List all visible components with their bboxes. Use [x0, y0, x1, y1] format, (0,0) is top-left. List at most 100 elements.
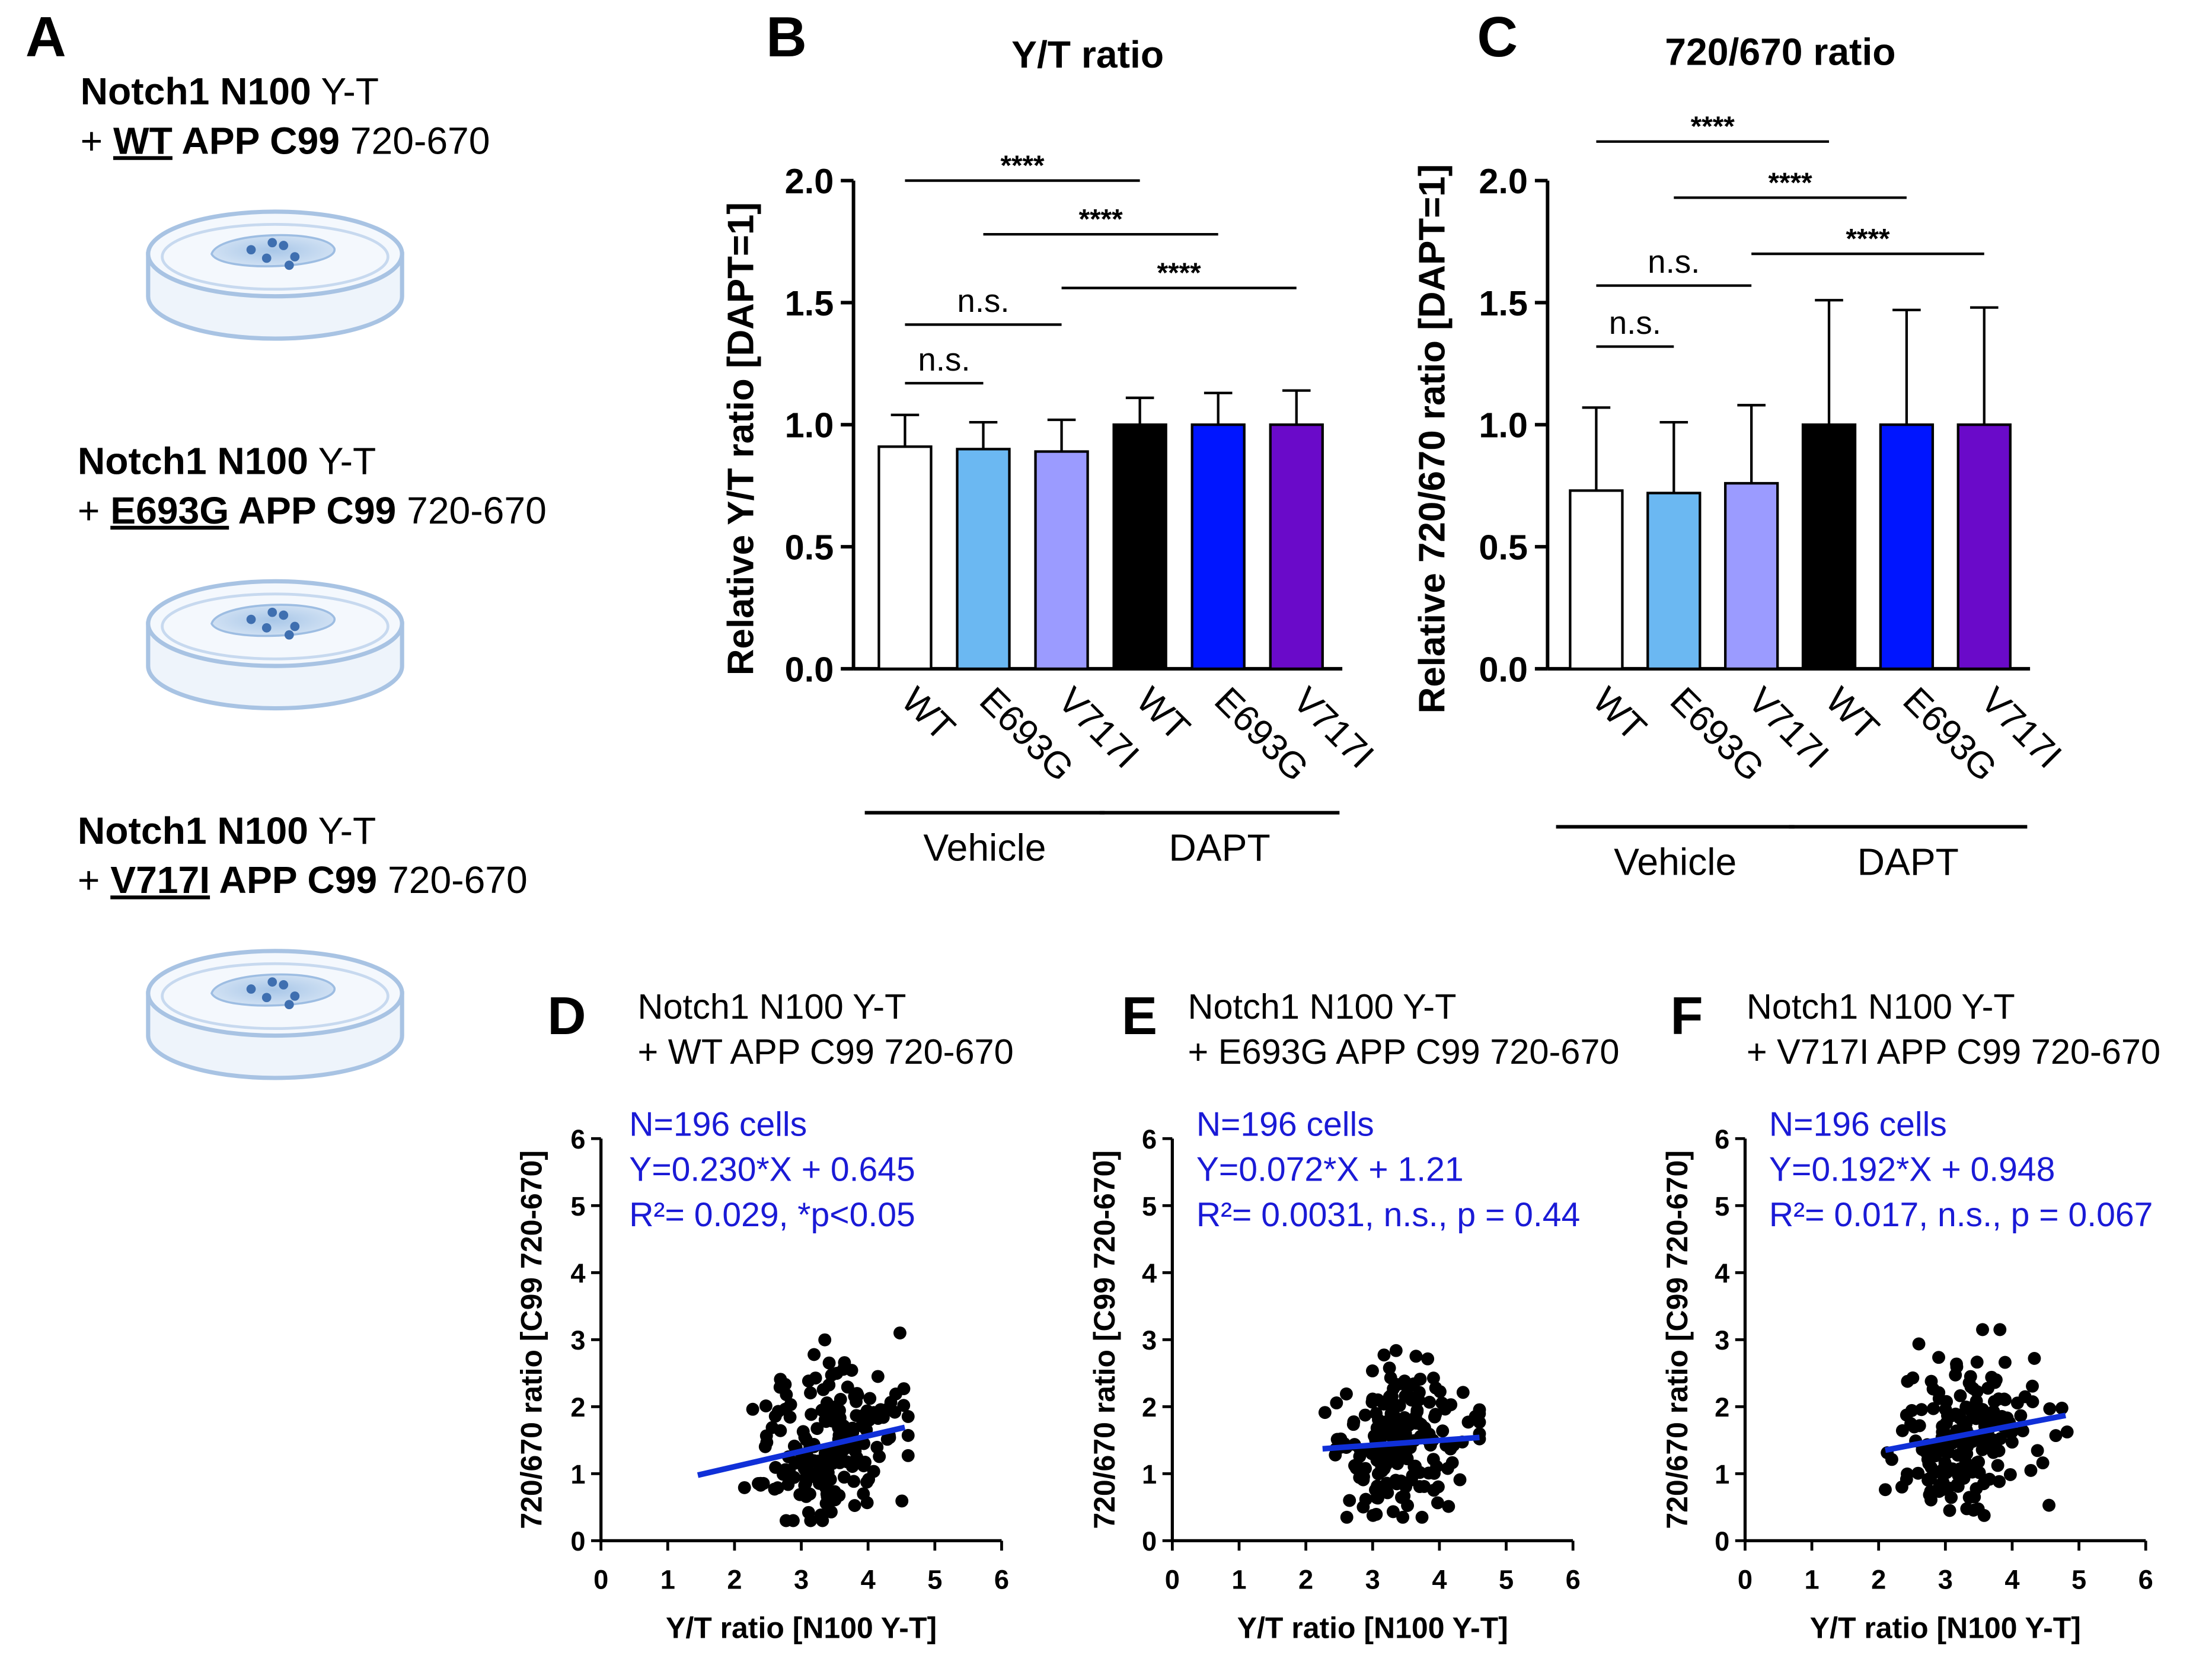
- data-point: [1901, 1467, 1914, 1481]
- panel-b-bar-chart: B Y/T ratio 0.0 0.5 1.0 1.5 2.0 Relative Y/T ra…: [721, 6, 1382, 869]
- significance-label: ****: [1769, 167, 1813, 199]
- y-tick-label: 1.5: [785, 283, 834, 323]
- data-point: [828, 1493, 842, 1507]
- cell-nucleus: [261, 253, 272, 263]
- data-point: [1442, 1500, 1455, 1513]
- y-tick-label: 0.5: [785, 527, 834, 567]
- bar: [956, 448, 1011, 671]
- data-point: [768, 1482, 781, 1496]
- data-point: [1426, 1371, 1440, 1385]
- data-point: [2014, 1409, 2028, 1422]
- data-point: [848, 1499, 861, 1513]
- y-tick-label: 1.5: [1479, 283, 1528, 323]
- y-axis-label: Relative Y/T ratio [DAPT=1]: [721, 202, 762, 675]
- y-tick-label: 1.0: [1479, 406, 1528, 445]
- x-tick-label: 1: [660, 1564, 675, 1594]
- significance-label: ****: [1846, 224, 1890, 255]
- scatter-title-line2: + WT APP C99 720-670: [638, 1032, 1014, 1071]
- cell-nucleus: [290, 252, 300, 261]
- data-point: [1410, 1404, 1424, 1417]
- data-point: [1461, 1415, 1475, 1429]
- data-point: [1398, 1374, 1412, 1388]
- panel-a-letter: A: [25, 6, 66, 69]
- data-point: [1370, 1507, 1383, 1521]
- data-point: [1405, 1417, 1418, 1430]
- y-tick-label: 2: [1142, 1392, 1157, 1422]
- data-point: [810, 1422, 824, 1436]
- regression-line: [1885, 1412, 2066, 1453]
- significance-label: n.s.: [957, 282, 1009, 319]
- data-point: [1901, 1374, 1914, 1388]
- cell-nucleus: [267, 238, 277, 248]
- data-point: [1370, 1406, 1383, 1420]
- data-point: [2028, 1351, 2041, 1365]
- group-label: DAPT: [1857, 840, 1959, 883]
- x-tick-label: 5: [927, 1564, 942, 1594]
- condition-2-line1: Notch1 N100 Y-T: [78, 440, 376, 483]
- data-point: [1985, 1370, 1999, 1384]
- data-point: [781, 1478, 795, 1491]
- data-point: [1358, 1408, 1372, 1422]
- data-point: [1357, 1470, 1370, 1484]
- data-point: [1453, 1473, 1467, 1487]
- panel-letter: F: [1670, 986, 1703, 1046]
- data-point: [854, 1409, 868, 1423]
- data-point: [897, 1382, 911, 1395]
- condition-3-line2: + V717I APP C99 720-670: [78, 859, 528, 901]
- data-point: [822, 1378, 836, 1392]
- cell-nucleus: [284, 260, 294, 270]
- y-tick-label: 2: [1715, 1392, 1729, 1422]
- data-point: [1951, 1478, 1964, 1491]
- bar: [1801, 423, 1857, 671]
- data-point: [1885, 1453, 1898, 1466]
- data-point: [793, 1488, 807, 1501]
- data-point: [1939, 1416, 1953, 1430]
- y-tick-label: 4: [1142, 1258, 1157, 1288]
- data-point: [2055, 1401, 2069, 1415]
- bar: [1879, 423, 1935, 671]
- data-point: [1384, 1444, 1398, 1457]
- data-point: [1983, 1472, 1996, 1486]
- y-tick-label: 5: [1142, 1191, 1157, 1221]
- data-point: [759, 1399, 773, 1412]
- petri-dish-2: [146, 579, 404, 711]
- data-point: [1970, 1355, 1984, 1369]
- x-tick-label: 1: [1805, 1564, 1820, 1594]
- data-point: [1394, 1474, 1407, 1488]
- data-point: [798, 1430, 812, 1444]
- data-point: [1430, 1460, 1444, 1473]
- data-point: [1428, 1410, 1441, 1424]
- data-point: [870, 1440, 884, 1454]
- data-point: [1396, 1510, 1410, 1524]
- data-points: [738, 1326, 915, 1527]
- petri-dish-3: [146, 949, 404, 1080]
- y-tick-label: 1: [1715, 1459, 1729, 1489]
- y-tick-label: 1: [570, 1459, 585, 1489]
- data-point: [1386, 1505, 1400, 1519]
- data-point: [1967, 1503, 1980, 1517]
- data-point: [1431, 1496, 1444, 1510]
- data-point: [786, 1514, 800, 1527]
- data-point: [1977, 1508, 1991, 1522]
- data-point: [1385, 1390, 1399, 1403]
- x-tick-label: 2: [727, 1564, 742, 1594]
- y-tick-label: 2: [570, 1392, 585, 1422]
- data-point: [1976, 1323, 1989, 1337]
- stats-line-3: R²= 0.029, *p<0.05: [629, 1196, 915, 1234]
- data-point: [826, 1414, 840, 1428]
- y-tick-label: 6: [1715, 1124, 1729, 1154]
- y-tick-label: 2.0: [1479, 161, 1528, 201]
- x-axis-label: Y/T ratio [N100 Y-T]: [1237, 1612, 1508, 1645]
- data-point: [1950, 1360, 1964, 1374]
- cell-nucleus: [290, 991, 300, 1001]
- significance-label: ****: [1691, 111, 1735, 142]
- data-point: [860, 1475, 874, 1489]
- data-point: [860, 1496, 874, 1510]
- data-point: [746, 1402, 759, 1416]
- x-tick-label: 6: [994, 1564, 1009, 1594]
- y-axis-label: 720/670 ratio [C99 720-670]: [1661, 1150, 1694, 1529]
- cell-nucleus: [267, 607, 277, 617]
- y-tick-label: 4: [570, 1258, 585, 1288]
- y-tick-label: 5: [570, 1191, 585, 1221]
- data-point: [1427, 1484, 1441, 1497]
